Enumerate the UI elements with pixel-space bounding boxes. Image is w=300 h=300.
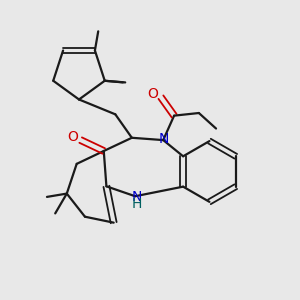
Text: N: N [132, 190, 142, 204]
Text: H: H [132, 196, 142, 211]
Text: N: N [159, 132, 169, 146]
Text: O: O [147, 87, 158, 101]
Text: O: O [67, 130, 78, 144]
